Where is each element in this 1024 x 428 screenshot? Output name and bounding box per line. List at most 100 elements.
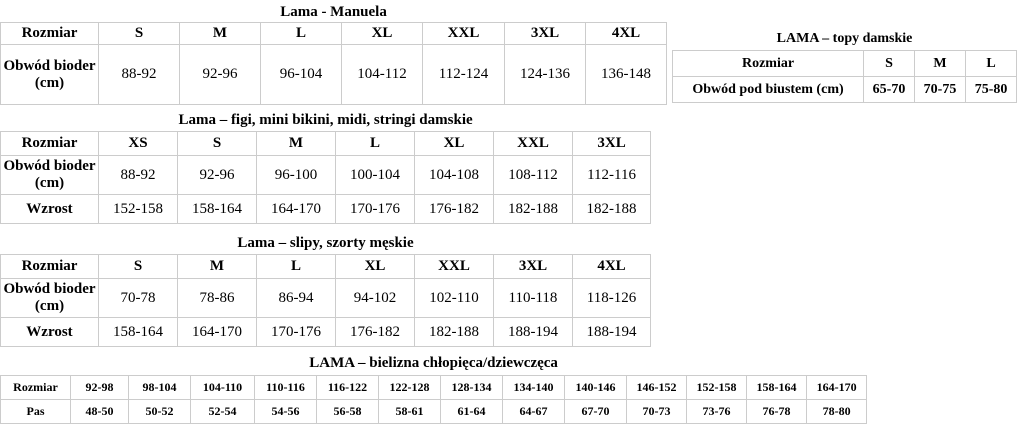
table-header-row: Rozmiar S M L XL XXL 3XL 4XL: [0, 254, 651, 279]
column-header: 146-152: [626, 375, 687, 400]
table-cell: 104-112: [341, 44, 423, 105]
column-header: Rozmiar: [0, 131, 99, 156]
column-header: 4XL: [572, 254, 651, 279]
size-table-slipy-szorty-meskie: Lama – slipy, szorty męskie Rozmiar S M …: [0, 231, 651, 347]
column-header: 3XL: [571, 131, 652, 156]
column-header: M: [177, 254, 257, 279]
column-header: 3XL: [493, 254, 573, 279]
table-cell: 124-136: [504, 44, 586, 105]
column-header: L: [260, 22, 342, 45]
table-cell: 108-112: [493, 155, 573, 195]
table-cell: 58-61: [378, 399, 441, 424]
column-header: M: [179, 22, 261, 45]
table-title-row: LAMA – bielizna chłopięca/dziewczęca: [0, 351, 868, 376]
table-title-row: Lama – slipy, szorty męskie: [0, 231, 651, 255]
table-title: LAMA – bielizna chłopięca/dziewczęca: [0, 351, 868, 376]
table-cell: 50-52: [128, 399, 191, 424]
table-row: Wzrost 152-158 158-164 164-170 170-176 1…: [0, 194, 652, 224]
table-cell: 48-50: [70, 399, 129, 424]
column-header: Rozmiar: [0, 254, 99, 279]
table-header-row: Rozmiar S M L: [672, 50, 1018, 77]
table-cell: 182-188: [493, 194, 573, 224]
table-cell: 64-67: [502, 399, 565, 424]
column-header: 104-110: [190, 375, 255, 400]
table-cell: 67-70: [564, 399, 627, 424]
table-row: Pas 48-50 50-52 52-54 54-56 56-58 58-61 …: [0, 399, 868, 424]
column-header: L: [964, 50, 1018, 77]
table-cell: 176-182: [335, 317, 415, 347]
table-cell: 75-80: [964, 76, 1018, 103]
table-cell: 92-96: [179, 44, 261, 105]
row-label: Obwód bioder (cm): [0, 155, 99, 195]
table-cell: 96-100: [256, 155, 336, 195]
table-cell: 56-58: [316, 399, 379, 424]
table-cell: 70-78: [98, 278, 178, 318]
table-cell: 76-78: [746, 399, 807, 424]
table-cell: 70-73: [626, 399, 687, 424]
table-cell: 61-64: [440, 399, 503, 424]
column-header: XXL: [414, 254, 494, 279]
table-cell: 158-164: [98, 317, 178, 347]
column-header: 152-158: [686, 375, 747, 400]
table-row: Obwód bioder (cm) 88-92 92-96 96-104 104…: [0, 44, 668, 105]
table-cell: 152-158: [98, 194, 178, 224]
column-header: 110-116: [254, 375, 317, 400]
column-header: Rozmiar: [0, 375, 71, 400]
column-header: S: [863, 50, 915, 77]
table-cell: 170-176: [335, 194, 415, 224]
column-header: XL: [414, 131, 494, 156]
column-header: XXL: [493, 131, 573, 156]
column-header: 140-146: [564, 375, 627, 400]
column-header: 4XL: [584, 22, 668, 45]
table-cell: 158-164: [177, 194, 257, 224]
row-label: Wzrost: [0, 317, 99, 347]
table-title: Lama - Manuela: [0, 1, 668, 23]
column-header: 3XL: [504, 22, 586, 45]
column-header: M: [914, 50, 966, 77]
column-header: XL: [335, 254, 415, 279]
size-table-bielizna-dziecieca: LAMA – bielizna chłopięca/dziewczęca Roz…: [0, 351, 868, 424]
column-header: S: [98, 254, 178, 279]
table-cell: 112-116: [571, 155, 652, 195]
column-header: Rozmiar: [0, 22, 99, 45]
table-cell: 182-188: [571, 194, 652, 224]
column-header: 98-104: [128, 375, 191, 400]
row-label: Obwód bioder (cm): [0, 44, 99, 105]
table-cell: 112-124: [422, 44, 505, 105]
table-cell: 88-92: [98, 44, 180, 105]
column-header: Rozmiar: [672, 50, 864, 77]
table-title: Lama – figi, mini bikini, midi, stringi …: [0, 108, 652, 132]
column-header: M: [256, 131, 336, 156]
table-cell: 73-76: [686, 399, 747, 424]
column-header: 92-98: [70, 375, 129, 400]
table-header-row: Rozmiar XS S M L XL XXL 3XL: [0, 131, 652, 156]
column-header: XL: [341, 22, 423, 45]
table-cell: 188-194: [493, 317, 573, 347]
table-title: LAMA – topy damskie: [671, 26, 1018, 51]
table-cell: 118-126: [572, 278, 651, 318]
table-cell: 92-96: [177, 155, 257, 195]
table-cell: 110-118: [493, 278, 573, 318]
column-header: 116-122: [316, 375, 379, 400]
table-title-row: LAMA – topy damskie: [671, 26, 1018, 51]
column-header: L: [256, 254, 336, 279]
table-cell: 65-70: [863, 76, 915, 103]
column-header: 122-128: [378, 375, 441, 400]
table-cell: 170-176: [256, 317, 336, 347]
row-label: Wzrost: [0, 194, 99, 224]
table-row: Obwód pod biustem (cm) 65-70 70-75 75-80: [672, 76, 1018, 103]
size-table-manuela: Lama - Manuela Rozmiar S M L XL XXL 3XL …: [0, 1, 668, 105]
column-header: XXL: [422, 22, 505, 45]
column-header: 134-140: [502, 375, 565, 400]
table-cell: 94-102: [335, 278, 415, 318]
size-table-figi-bikini: Lama – figi, mini bikini, midi, stringi …: [0, 108, 652, 224]
column-header: L: [335, 131, 415, 156]
table-header-row: Rozmiar 92-98 98-104 104-110 110-116 116…: [0, 375, 868, 400]
table-cell: 88-92: [98, 155, 178, 195]
table-cell: 78-80: [805, 399, 868, 424]
table-cell: 136-148: [584, 44, 668, 105]
table-header-row: Rozmiar S M L XL XXL 3XL 4XL: [0, 22, 668, 45]
row-label: Obwód bioder (cm): [0, 278, 99, 318]
table-title-row: Lama - Manuela: [0, 1, 668, 23]
row-label: Obwód pod biustem (cm): [672, 76, 864, 103]
